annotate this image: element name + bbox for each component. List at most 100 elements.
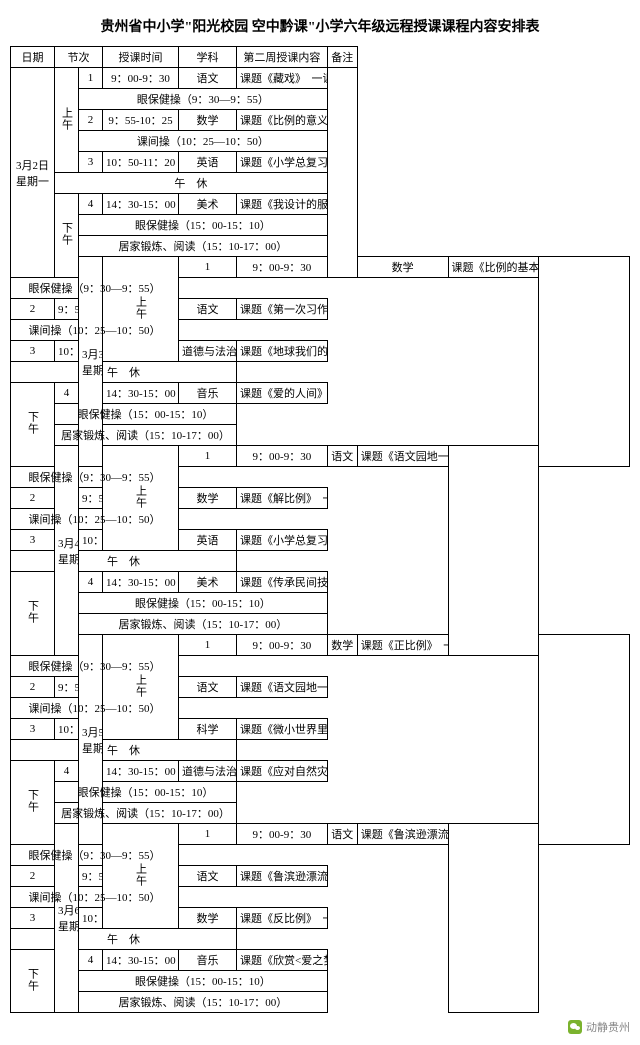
- period-time: 10：50-11：20: [55, 341, 79, 362]
- period-cont: 课题《小学总复习（三）名词》 一课时: [237, 152, 328, 173]
- period-time: 14：30-15：00: [103, 761, 179, 782]
- break-noon: 午 休: [11, 551, 237, 572]
- sess-pm: 下午: [11, 761, 55, 845]
- period-time: 9：00-9：30: [103, 68, 179, 89]
- period-num: 2: [79, 110, 103, 131]
- period-time: 9：00-9：30: [237, 257, 328, 278]
- period-num: 4: [79, 950, 103, 971]
- hdr-sess: 节次: [55, 47, 103, 68]
- period-cont: 课题《解比例》 一课时: [237, 488, 328, 509]
- period-subj: 数学: [327, 635, 357, 656]
- period-num: 4: [55, 383, 79, 404]
- period-subj: 道德与法治: [179, 761, 237, 782]
- period-subj: 音乐: [179, 383, 237, 404]
- period-cont: 课题《微小世界里的昆虫和晶体》 一课时: [237, 719, 328, 740]
- period-num: 2: [11, 677, 55, 698]
- break-eye2: 眼保健操（15：00-15：10）: [79, 215, 328, 236]
- period-cont: 课题《正比例》 一课时: [357, 635, 448, 656]
- sess-pm: 下午: [11, 383, 55, 467]
- hdr-subj: 学科: [179, 47, 237, 68]
- period-num: 1: [179, 824, 237, 845]
- break-home: 居家锻炼、阅读（15：10-17：00）: [79, 992, 328, 1013]
- period-num: 3: [11, 341, 55, 362]
- period-cont: 课题《第一次习作：家乡的风俗》 一课时: [237, 299, 328, 320]
- period-time: 9：00-9：30: [237, 446, 328, 467]
- period-time: 10：50-11：20: [79, 530, 103, 551]
- period-cont: 课题《小学总复习（四）数词》一课时: [237, 530, 328, 551]
- period-subj: 语文: [179, 866, 237, 887]
- period-num: 1: [179, 635, 237, 656]
- break-mid: 课间操（10：25—10：50）: [79, 131, 328, 152]
- break-noon: 午 休: [11, 740, 237, 761]
- period-subj: 音乐: [179, 950, 237, 971]
- break-eye2: 眼保健操（15：00-15：10）: [55, 404, 237, 425]
- note-cell: [539, 635, 630, 845]
- period-subj: 道德与法治: [179, 341, 237, 362]
- period-time: 9：55-10：25: [79, 488, 103, 509]
- period-cont: 课题《鲁滨逊漂流记》 第二课时: [237, 866, 328, 887]
- period-subj: 语文: [179, 677, 237, 698]
- period-num: 2: [11, 488, 55, 509]
- break-mid: 课间操（10：25—10：50）: [11, 887, 179, 908]
- period-cont: 课题《比例的意义》 一课时: [237, 110, 328, 131]
- period-time: 10：50-11：20: [79, 908, 103, 929]
- period-cont: 课题《应对自然灾害》 第一课时: [237, 761, 328, 782]
- period-cont: 课题《欣赏<爱之梦><爱的罗曼斯>》 一课时: [237, 950, 328, 971]
- sess-pm: 下午: [11, 950, 55, 1013]
- note-cell: [327, 68, 357, 278]
- period-subj: 数学: [179, 488, 237, 509]
- date-cell: 3月2日星期一: [11, 68, 55, 278]
- break-eye1: 眼保健操（9：30—9：55）: [11, 656, 179, 677]
- hdr-date: 日期: [11, 47, 55, 68]
- note-cell: [539, 257, 630, 467]
- period-num: 3: [11, 530, 55, 551]
- period-num: 2: [11, 866, 55, 887]
- period-time: 9：00-9：30: [237, 635, 328, 656]
- period-cont: 课题《传承民间技艺——剪纸》 一课时: [237, 572, 328, 593]
- period-time: 14：30-15：00: [103, 194, 179, 215]
- period-time: 9：55-10：25: [55, 677, 79, 698]
- sess-am: 上午: [103, 635, 179, 740]
- period-num: 2: [11, 299, 55, 320]
- period-cont: 课题《语文园地一》 第一课时: [357, 446, 448, 467]
- period-num: 4: [55, 761, 79, 782]
- period-time: 9：55-10：25: [103, 110, 179, 131]
- period-num: 3: [79, 152, 103, 173]
- hdr-content: 第二周授课内容: [237, 47, 328, 68]
- sess-am: 上午: [103, 824, 179, 929]
- break-home: 居家锻炼、阅读（15：10-17：00）: [79, 236, 328, 257]
- note-cell: [448, 824, 539, 1013]
- period-time: 9：00-9：30: [237, 824, 328, 845]
- period-cont: 课题《鲁滨逊漂流记》 第一课时: [357, 824, 448, 845]
- period-time: 10：50-11：20: [103, 152, 179, 173]
- break-noon: 午 休: [11, 929, 237, 950]
- sess-am: 上午: [55, 68, 79, 173]
- break-noon: 午 休: [55, 173, 328, 194]
- period-num: 4: [79, 194, 103, 215]
- break-eye2: 眼保健操（15：00-15：10）: [79, 971, 328, 992]
- wechat-icon: [568, 1020, 582, 1034]
- period-num: 3: [11, 908, 55, 929]
- period-num: 1: [179, 257, 237, 278]
- period-subj: 语文: [327, 446, 357, 467]
- period-cont: 课题《我设计的服装》 一课时: [237, 194, 328, 215]
- break-eye1: 眼保健操（9：30—9：55）: [11, 845, 179, 866]
- period-cont: 课题《藏戏》 一课时: [237, 68, 328, 89]
- period-cont: 课题《爱的人间》 一课时: [237, 383, 328, 404]
- period-subj: 数学: [179, 908, 237, 929]
- break-eye1: 眼保健操（9：30—9：55）: [79, 89, 328, 110]
- footer-text: 动静贵州: [586, 1019, 630, 1035]
- period-cont: 课题《语文园地一》 第二课时: [237, 677, 328, 698]
- sess-am: 上午: [103, 446, 179, 551]
- period-time: 14：30-15：00: [103, 383, 179, 404]
- break-mid: 课间操（10：25—10：50）: [11, 509, 179, 530]
- hdr-note: 备注: [327, 47, 357, 68]
- period-subj: 数学: [179, 110, 237, 131]
- break-home: 居家锻炼、阅读（15：10-17：00）: [55, 803, 237, 824]
- period-cont: 课题《地球我们的家园》 第三课时: [237, 341, 328, 362]
- period-cont: 课题《比例的基本性质》 一课时: [448, 257, 539, 278]
- break-eye2: 眼保健操（15：00-15：10）: [55, 782, 237, 803]
- period-subj: 英语: [179, 530, 237, 551]
- break-eye1: 眼保健操（9：30—9：55）: [11, 467, 179, 488]
- period-num: 4: [79, 572, 103, 593]
